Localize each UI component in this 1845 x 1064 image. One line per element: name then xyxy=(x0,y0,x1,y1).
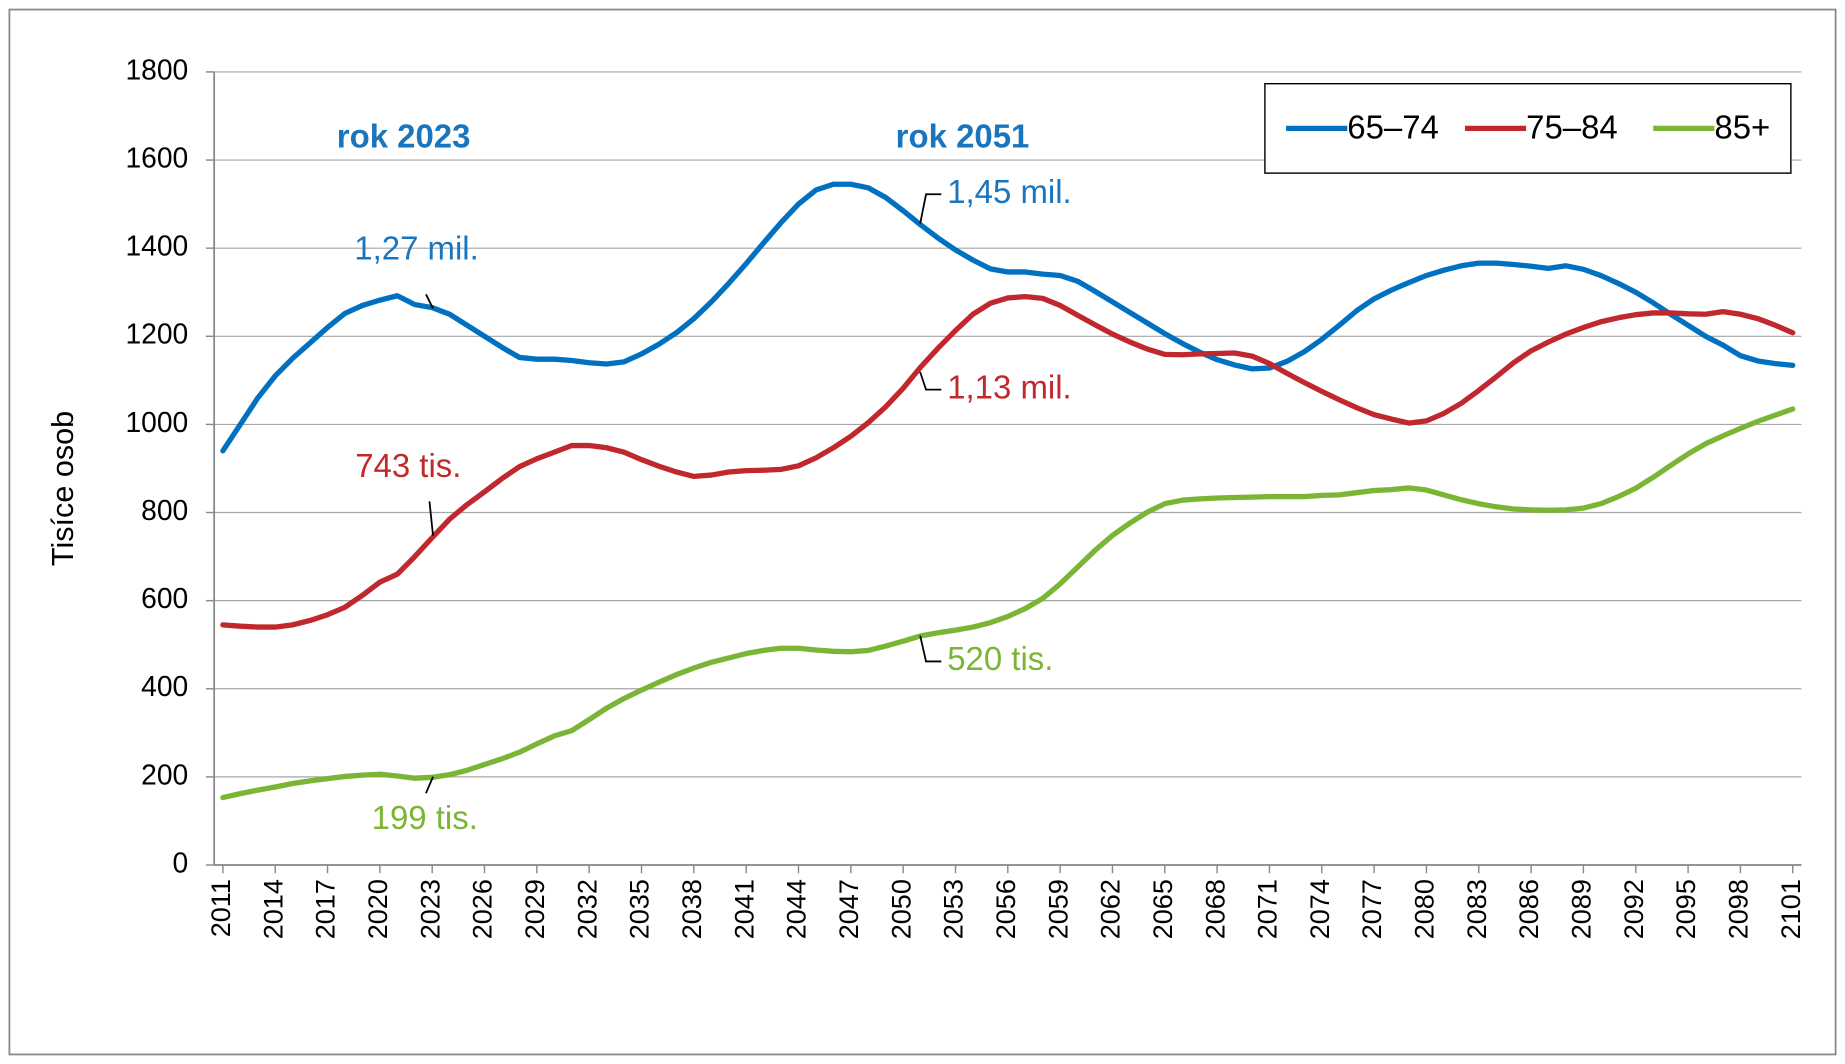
y-tick-label: 1400 xyxy=(125,230,188,262)
x-tick-label: 2098 xyxy=(1724,879,1754,939)
x-tick-label: 2071 xyxy=(1253,879,1283,939)
annotation-leader xyxy=(425,776,434,794)
legend-label: 75–84 xyxy=(1526,108,1618,145)
x-tick-label: 2026 xyxy=(468,879,498,939)
annotation-leader xyxy=(425,293,434,309)
y-tick-label: 1200 xyxy=(125,318,188,350)
chart-frame xyxy=(8,8,1837,1056)
x-tick-label: 2092 xyxy=(1619,879,1649,939)
x-tick-label: 2080 xyxy=(1410,879,1440,939)
x-tick-label: 2020 xyxy=(363,879,393,939)
x-tick-label: 2065 xyxy=(1148,879,1178,939)
x-tick-label: 2035 xyxy=(625,879,655,939)
x-tick-label: 2074 xyxy=(1305,879,1335,939)
annotation: 743 tis. xyxy=(355,447,461,484)
annotation-leader xyxy=(428,501,434,536)
y-tick-label: 600 xyxy=(141,582,188,614)
y-axis-title: Tisíce osob xyxy=(46,411,80,566)
x-tick-label: 2011 xyxy=(206,879,236,937)
x-tick-label: 2041 xyxy=(729,879,759,939)
series-line xyxy=(220,293,1796,630)
annotation-leader xyxy=(919,193,942,224)
x-tick-label: 2053 xyxy=(939,879,969,939)
annotation-leader xyxy=(919,371,942,391)
x-tick-label: 2089 xyxy=(1567,879,1597,939)
legend-label: 65–74 xyxy=(1347,108,1439,145)
series-line xyxy=(220,181,1796,454)
y-tick-label: 200 xyxy=(141,758,188,790)
x-tick-label: 2056 xyxy=(991,879,1021,939)
annotation: rok 2023 xyxy=(337,118,471,155)
x-tick-label: 2062 xyxy=(1096,879,1126,939)
y-tick-label: 0 xyxy=(173,846,189,878)
x-tick-label: 2050 xyxy=(886,879,916,939)
y-tick-label: 1800 xyxy=(125,53,188,85)
x-tick-label: 2014 xyxy=(258,879,288,939)
annotation: 199 tis. xyxy=(372,799,478,836)
x-tick-label: 2059 xyxy=(1043,879,1073,939)
x-tick-label: 2038 xyxy=(677,879,707,939)
x-tick-label: 2044 xyxy=(782,879,812,939)
x-tick-label: 2029 xyxy=(520,879,550,939)
annotation: 1,27 mil. xyxy=(354,229,478,266)
annotation: 1,13 mil. xyxy=(947,368,1071,405)
legend-label: 85+ xyxy=(1714,108,1770,145)
x-tick-label: 2032 xyxy=(572,879,602,939)
x-tick-label: 2095 xyxy=(1671,879,1701,939)
x-tick-label: 2101 xyxy=(1776,879,1806,939)
x-tick-label: 2083 xyxy=(1462,879,1492,939)
annotation: 1,45 mil. xyxy=(947,173,1071,210)
x-tick-label: 2086 xyxy=(1514,879,1544,939)
y-tick-label: 800 xyxy=(141,494,188,526)
series-line xyxy=(220,406,1796,801)
x-tick-label: 2047 xyxy=(834,879,864,939)
y-tick-label: 1600 xyxy=(125,141,188,173)
annotation: rok 2051 xyxy=(896,118,1030,155)
x-tick-label: 2068 xyxy=(1200,879,1230,939)
annotation: 520 tis. xyxy=(947,640,1053,677)
annotation-leader xyxy=(919,635,942,663)
x-tick-label: 2077 xyxy=(1357,879,1387,939)
x-tick-label: 2023 xyxy=(415,879,445,939)
y-tick-label: 1000 xyxy=(125,406,188,438)
x-tick-label: 2017 xyxy=(311,879,341,939)
y-tick-label: 400 xyxy=(141,670,188,702)
